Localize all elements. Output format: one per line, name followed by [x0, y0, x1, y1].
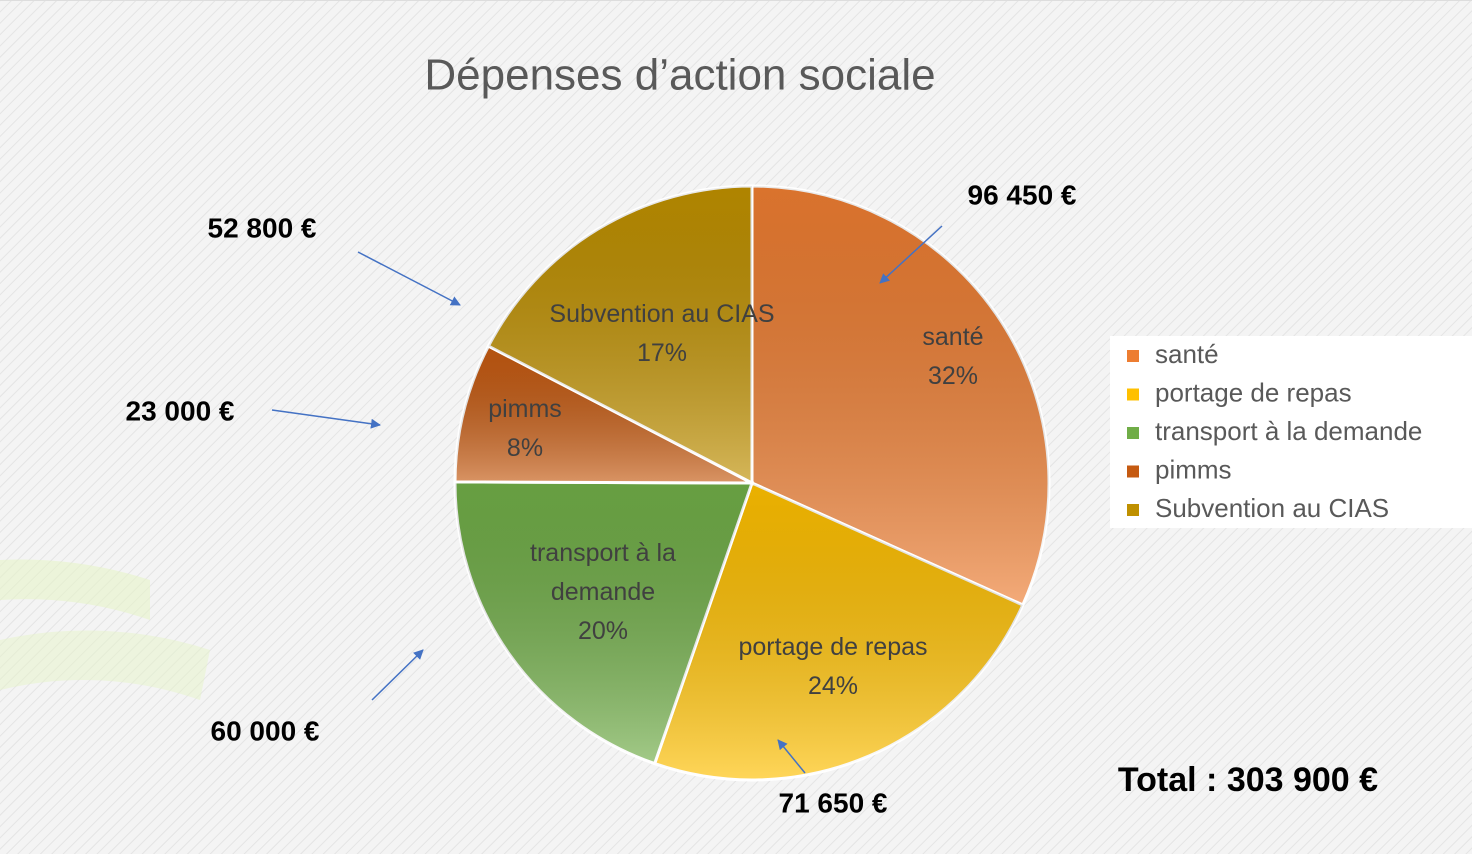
slice-percent: 24% [807, 672, 859, 700]
slice-label-box: santé 32% [873, 292, 1033, 422]
slice-category: pimms [488, 395, 562, 423]
decor-arc [0, 630, 210, 700]
labels: santé 32% portage de repas 24% transport à l… [126, 179, 1077, 818]
legend-swatch [1127, 350, 1139, 362]
slice-label-box: transport à la demande 20% [503, 527, 703, 657]
legend-box [1110, 336, 1472, 528]
legend: santé portage de repas transport à la dema… [1127, 339, 1422, 523]
arrow [879, 225, 943, 284]
slice-category: transport à la demande [530, 538, 676, 606]
arrow [271, 409, 381, 429]
decor-arc [0, 559, 150, 620]
slice-label-box: pimms 8% [465, 364, 585, 494]
slice-label: santé 32% [873, 292, 1033, 422]
slice-percent: 20% [577, 616, 629, 645]
slice-percent: 17% [636, 339, 688, 367]
legend-label: santé [1155, 339, 1219, 369]
arrow [357, 251, 461, 306]
top-border [0, 0, 1472, 1]
slice-category: santé [922, 323, 984, 351]
total-label: Total : 303 900 € [1118, 761, 1378, 799]
value-label: 60 000 € [211, 715, 320, 746]
legend-swatch [1127, 504, 1139, 516]
legend-swatch [1127, 427, 1139, 439]
arrow [371, 649, 424, 701]
legend-label: portage de repas [1155, 377, 1352, 407]
value-label: 96 450 € [968, 179, 1077, 210]
slice-label: Subvention au CIAS 17% [532, 269, 792, 399]
value-label: 71 650 € [779, 787, 888, 818]
legend-label: transport à la demande [1155, 416, 1422, 446]
slice-label: transport à la demande 20% [503, 527, 703, 657]
slice-label: portage de repas 24% [713, 602, 953, 732]
slice-category: portage de repas [738, 633, 928, 661]
slice-label: pimms 8% [465, 364, 585, 494]
arrows [271, 225, 943, 774]
legend-label: pimms [1155, 454, 1232, 484]
value-label: 52 800 € [208, 212, 317, 243]
legend-label: Subvention au CIAS [1155, 493, 1389, 523]
value-label: 23 000 € [126, 395, 235, 426]
legend-swatch [1127, 388, 1139, 401]
slice-category: Subvention au CIAS [549, 300, 775, 328]
slice-label-box: portage de repas 24% [713, 602, 953, 732]
slice-percent: 32% [927, 362, 979, 390]
arrow [777, 739, 806, 774]
slice-label-box: Subvention au CIAS 17% [532, 269, 792, 399]
legend-swatch [1127, 465, 1139, 478]
chart-title: Dépenses d’action sociale [424, 51, 935, 100]
slice-percent: 8% [506, 434, 544, 462]
